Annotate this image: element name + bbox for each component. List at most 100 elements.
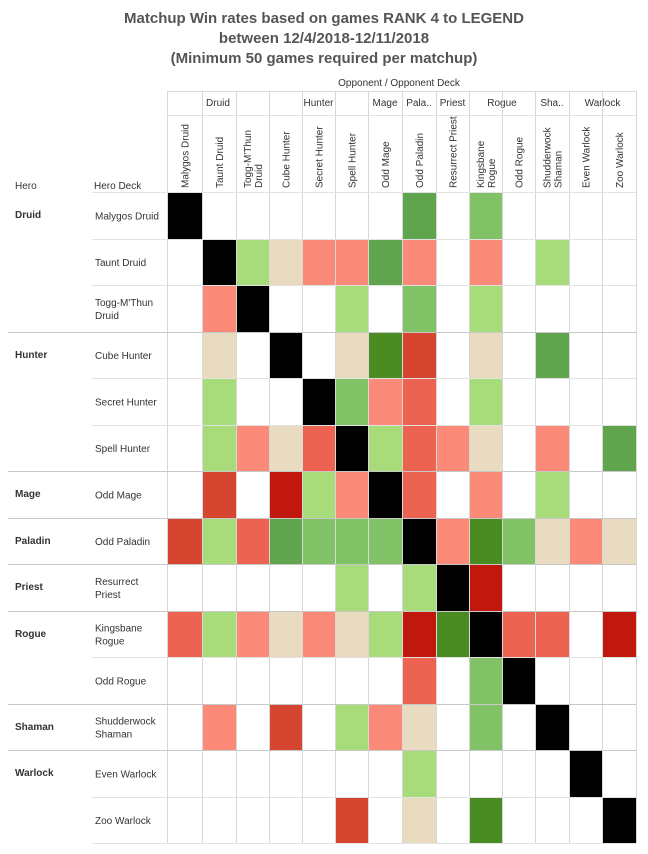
hero-deck-label: Malygos Druid (95, 212, 159, 223)
hero-group-label: Hunter (15, 350, 47, 361)
heatmap-cell (335, 797, 368, 843)
heatmap-cell (302, 425, 335, 471)
column-deck-label: Druid (254, 164, 265, 188)
chart-title-line-3: (Minimum 50 games required per matchup) (170, 50, 478, 67)
heatmap-cell (436, 518, 469, 564)
heatmap-cell (602, 797, 636, 843)
chart-title-line-2: between 12/4/2018-12/11/2018 (218, 30, 430, 47)
heatmap-cell (236, 611, 269, 657)
heatmap-cell (368, 239, 402, 285)
heatmap-cell (469, 378, 502, 425)
heatmap-cell (469, 332, 502, 378)
opponent-axis-label: Opponent / Opponent Deck (338, 78, 461, 89)
column-deck-label: Shudderwock (543, 126, 554, 188)
heatmap-cell (402, 471, 436, 518)
heatmap-cell (368, 425, 402, 471)
heatmap-cell (269, 611, 302, 657)
heatmap-cell (535, 611, 569, 657)
column-deck-label: Taunt Druid (215, 137, 226, 188)
column-deck-label: Cube Hunter (282, 131, 293, 188)
hero-deck-label: Cube Hunter (95, 351, 152, 362)
column-deck-label: Malygos Druid (181, 124, 192, 188)
hero-deck-label: Secret Hunter (95, 398, 157, 409)
heatmap-cell (302, 378, 335, 425)
heatmap-cell (202, 518, 236, 564)
heatmap-cell (167, 518, 202, 564)
hero-deck-label: Even Warlock (95, 770, 157, 781)
heatmap-cell (469, 285, 502, 332)
heatmap-cell (269, 425, 302, 471)
heatmap-cell (335, 332, 368, 378)
column-deck-label: Resurrect Priest (449, 116, 460, 188)
heatmap-cell (335, 704, 368, 750)
heatmap-cell (469, 192, 502, 239)
heatmap-cell (335, 425, 368, 471)
column-deck-label: Rogue (487, 158, 498, 188)
column-deck-label: Togg-M'Thun (243, 130, 254, 188)
heatmap-cell (335, 518, 368, 564)
heatmap-cell (402, 797, 436, 843)
heatmap-cell (202, 471, 236, 518)
heatmap-cell (167, 611, 202, 657)
heatmap-cell (402, 239, 436, 285)
heatmap-cell (535, 471, 569, 518)
heatmap-cell (202, 285, 236, 332)
heatmap-cell (469, 425, 502, 471)
hero-group-label: Shaman (15, 722, 54, 733)
column-deck-label: Shaman (554, 151, 565, 188)
heatmap-cell (469, 564, 502, 611)
heatmap-cell (335, 471, 368, 518)
hero-deck-header: Hero Deck (94, 181, 142, 192)
hero-deck-label: Zoo Warlock (95, 816, 152, 827)
heatmap-cell (236, 425, 269, 471)
heatmap-cell (602, 518, 636, 564)
heatmap-cell (502, 657, 535, 704)
heatmap-cell (368, 378, 402, 425)
hero-header: Hero (15, 181, 37, 192)
heatmap-cell (402, 704, 436, 750)
column-deck-label: Odd Paladin (415, 133, 426, 188)
heatmap-cell (402, 192, 436, 239)
heatmap-cell (502, 611, 535, 657)
column-deck-label: Kingsbane (476, 140, 487, 188)
heatmap-cell (335, 239, 368, 285)
heatmap-cell (469, 239, 502, 285)
heatmap-cell (402, 285, 436, 332)
heatmap-cell (236, 518, 269, 564)
heatmap-cell (402, 378, 436, 425)
heatmap-cell (535, 704, 569, 750)
column-group-label: Sha.. (540, 98, 563, 109)
column-group-label: Druid (206, 98, 230, 109)
column-deck-label: Zoo Warlock (615, 131, 626, 188)
heatmap-cell (202, 425, 236, 471)
hero-group-label: Mage (15, 489, 41, 500)
hero-group-label: Paladin (15, 536, 51, 547)
heatmap-cell (368, 332, 402, 378)
heatmap-cell (469, 518, 502, 564)
heatmap-cell (302, 611, 335, 657)
column-group-label: Pala.. (406, 98, 432, 109)
heatmap-cell (302, 471, 335, 518)
hero-deck-label: Odd Mage (95, 491, 142, 502)
heatmap-cell (269, 332, 302, 378)
hero-deck-label: Togg-M'Thun (95, 298, 153, 309)
heatmap-cell (335, 564, 368, 611)
heatmap-cell (569, 518, 602, 564)
hero-deck-label: Shudderwock (95, 717, 157, 728)
heatmap-cell (368, 704, 402, 750)
heatmap-cell (436, 611, 469, 657)
heatmap-cell (368, 611, 402, 657)
heatmap-cell (535, 425, 569, 471)
heatmap-cell (202, 611, 236, 657)
heatmap-cell (402, 425, 436, 471)
heatmap-cell (402, 657, 436, 704)
column-group-label: Priest (440, 98, 466, 109)
heatmap-cell (402, 332, 436, 378)
heatmap-cell (269, 471, 302, 518)
column-deck-label: Odd Mage (381, 141, 392, 188)
heatmap-cell (335, 378, 368, 425)
heatmap-cell (335, 611, 368, 657)
heatmap-cell (402, 564, 436, 611)
hero-deck-label: Odd Rogue (95, 677, 147, 688)
